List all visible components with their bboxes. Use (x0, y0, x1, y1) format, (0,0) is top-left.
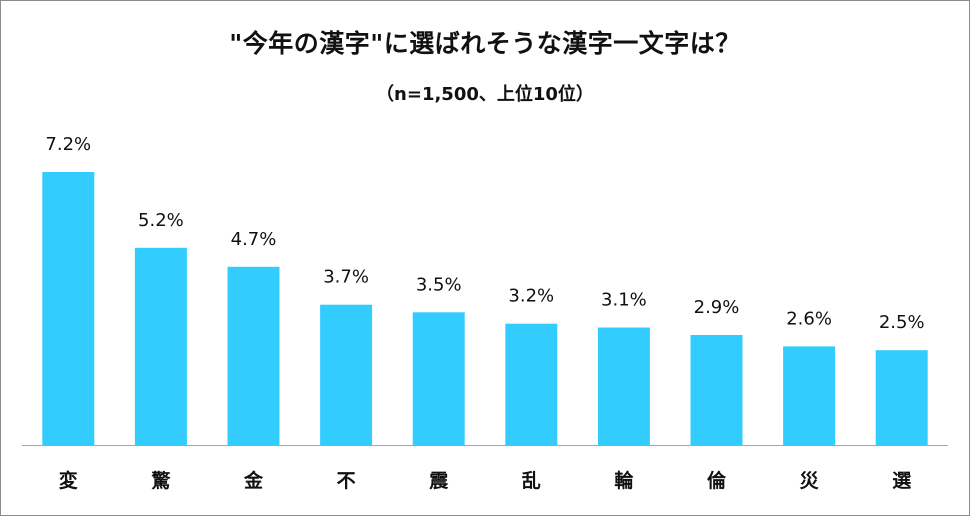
bar-9 (875, 350, 928, 445)
category-label-5: 乱 (522, 470, 541, 492)
bar-6 (597, 327, 650, 445)
bar-1 (134, 247, 187, 445)
data-label-6: 3.1% (601, 290, 647, 311)
category-label-3: 不 (337, 470, 356, 492)
bar-2 (227, 266, 280, 445)
data-label-9: 2.5% (879, 312, 925, 333)
data-label-1: 5.2% (138, 210, 184, 231)
data-label-0: 7.2% (45, 134, 91, 155)
data-label-4: 3.5% (416, 274, 462, 295)
category-label-6: 輪 (614, 469, 634, 492)
bar-0 (42, 172, 95, 445)
bar-4 (412, 312, 465, 445)
chart-title: "今年の漢字"に選ばれそうな漢字一文字は？ (229, 29, 741, 58)
data-label-2: 4.7% (231, 229, 277, 250)
bars-group (42, 172, 928, 445)
bar-3 (320, 304, 373, 445)
data-label-5: 3.2% (508, 286, 554, 307)
category-label-2: 金 (243, 469, 264, 492)
category-label-0: 変 (59, 469, 78, 492)
data-label-7: 2.9% (694, 297, 740, 318)
category-label-9: 選 (892, 470, 911, 492)
category-labels-group: 変驚金不震乱輪倫災選 (59, 469, 911, 492)
data-label-3: 3.7% (323, 267, 369, 288)
chart-subtitle: （n=1,500、上位10位） (376, 84, 594, 105)
value-labels-group: 7.2% 5.2% 4.7% 3.7% 3.5% 3.2% 3.1% 2.9% 2.6% 2.5% (45, 134, 924, 333)
category-label-8: 災 (800, 470, 820, 492)
bar-8 (783, 346, 836, 445)
category-label-7: 倫 (707, 469, 727, 492)
category-label-4: 震 (429, 470, 449, 492)
data-label-8: 2.6% (786, 308, 832, 329)
bar-5 (505, 323, 558, 445)
bar-7 (690, 335, 743, 445)
category-label-1: 驚 (150, 469, 171, 492)
